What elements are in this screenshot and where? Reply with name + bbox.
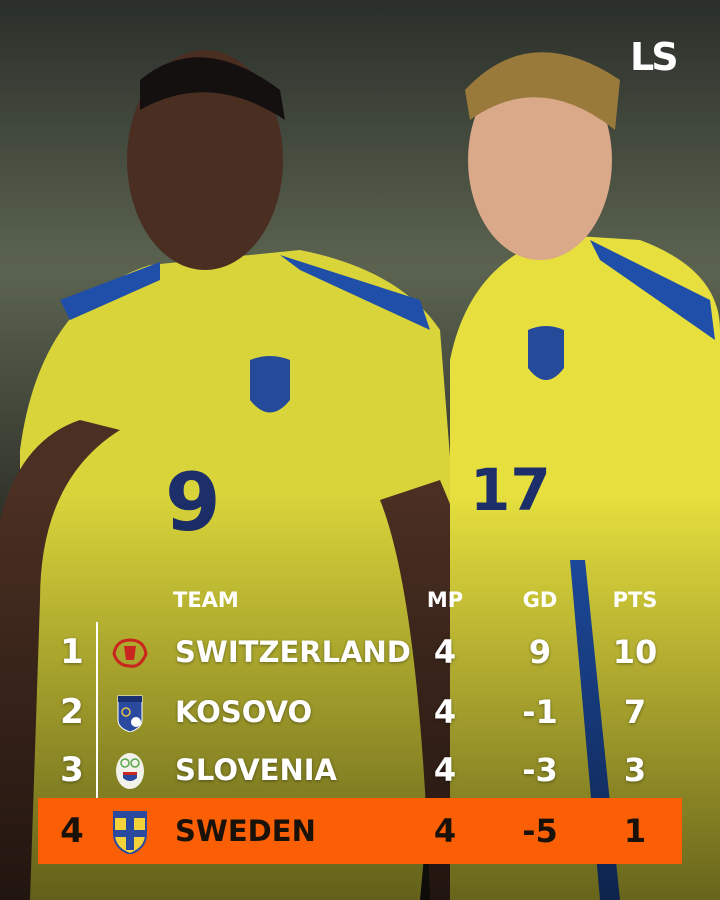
kosovo-crest-icon bbox=[117, 695, 143, 732]
header-mp: MP bbox=[426, 588, 464, 612]
goal-difference: 9 bbox=[528, 633, 552, 671]
header-team: TEAM bbox=[173, 588, 239, 612]
brand-logo: LS bbox=[630, 35, 679, 79]
table-row: 1 SWITZERLAND 4 9 10 bbox=[0, 622, 720, 682]
table-row: 2 KOSOVO 4 -1 7 bbox=[0, 682, 720, 742]
team-name: KOSOVO bbox=[175, 695, 313, 729]
header-pts: PTS bbox=[612, 588, 658, 612]
goal-difference: -1 bbox=[522, 693, 558, 731]
points: 10 bbox=[612, 633, 658, 671]
team-name: SWITZERLAND bbox=[175, 635, 411, 669]
rank-divider bbox=[96, 622, 98, 798]
rank: 2 bbox=[60, 692, 84, 732]
matches-played: 4 bbox=[433, 751, 457, 789]
team-name: SWEDEN bbox=[175, 814, 316, 848]
points: 7 bbox=[623, 693, 647, 731]
sweden-crest-icon bbox=[113, 811, 147, 854]
rank: 1 bbox=[60, 632, 84, 672]
switzerland-crest-icon bbox=[112, 638, 148, 668]
slovenia-crest-icon bbox=[116, 753, 144, 789]
table-row: 3 SLOVENIA 4 -3 3 bbox=[0, 740, 720, 800]
header-gd: GD bbox=[522, 588, 558, 612]
goal-difference: -5 bbox=[522, 812, 558, 850]
goal-difference: -3 bbox=[522, 751, 558, 789]
rank: 4 bbox=[60, 811, 84, 851]
rank: 3 bbox=[60, 750, 84, 790]
matches-played: 4 bbox=[433, 633, 457, 671]
highlighted-row-sweden: 4 SWEDEN 4 -5 1 bbox=[38, 798, 682, 864]
matches-played: 4 bbox=[433, 812, 457, 850]
matches-played: 4 bbox=[433, 693, 457, 731]
team-name: SLOVENIA bbox=[175, 753, 337, 787]
points: 3 bbox=[623, 751, 647, 789]
points: 1 bbox=[623, 812, 647, 850]
